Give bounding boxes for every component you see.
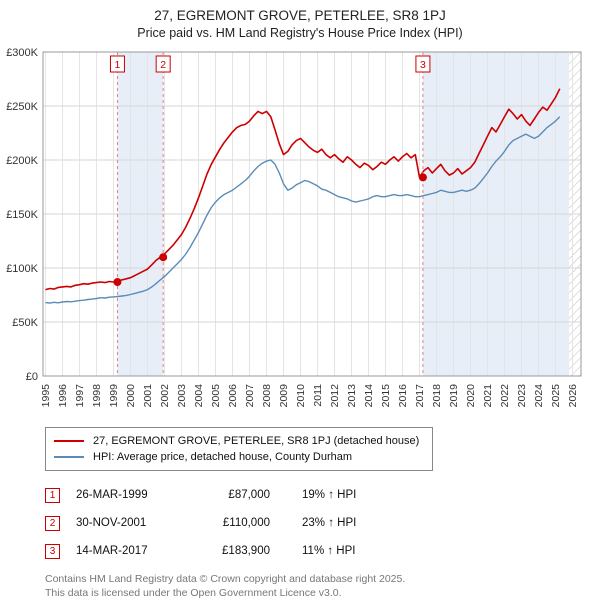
sale-marker-dot — [418, 173, 427, 182]
transaction-price: £183,900 — [222, 545, 270, 558]
transaction-price: £87,000 — [228, 489, 270, 502]
sale-marker-number: 3 — [420, 59, 426, 71]
transaction-hpi-diff: 11% ↑ HPI — [302, 545, 356, 558]
transaction-date: 30-NOV-2001 — [76, 517, 147, 530]
x-axis-tick-label: 2016 — [397, 384, 409, 408]
page-subtitle: Price paid vs. HM Land Registry's House … — [137, 26, 463, 41]
hpi-line — [45, 116, 561, 304]
x-axis-tick-label: 2018 — [431, 384, 443, 408]
transaction-number-badge: 2 — [45, 515, 60, 531]
hpi-line-swatch — [54, 456, 84, 459]
y-axis-tick-label: £250K — [6, 101, 38, 113]
y-axis-tick-label: £50K — [12, 317, 38, 329]
x-axis-tick-label: 1997 — [74, 384, 86, 408]
x-axis-tick-label: 2013 — [346, 384, 358, 408]
x-axis-tick-label: 2002 — [159, 384, 171, 408]
transaction-number-badge: 3 — [45, 543, 60, 559]
sale-marker-number: 2 — [160, 59, 166, 71]
sale-marker-badge — [155, 55, 171, 73]
x-axis-tick-label: 2012 — [329, 384, 341, 408]
legend-label-property: 27, EGREMONT GROVE, PETERLEE, SR8 1PJ (d… — [93, 435, 420, 448]
price-history-chart: 1 2 3 £0 £50K £100K £150K £200K £250K £300K 1995 19… — [6, 47, 582, 408]
transactions-table: 1 26-MAR-1999 £87,000 19% ↑ HPI 2 30-NOV… — [45, 481, 600, 565]
transaction-row: 2 30-NOV-2001 £110,000 23% ↑ HPI — [45, 509, 600, 537]
y-axis-tick-label: £0 — [26, 371, 38, 383]
transaction-price: £110,000 — [222, 517, 270, 530]
legend: 27, EGREMONT GROVE, PETERLEE, SR8 1PJ (d… — [45, 427, 433, 472]
chart-header: 27, EGREMONT GROVE, PETERLEE, SR8 1PJ Pr… — [0, 0, 600, 42]
x-axis-tick-label: 2026 — [567, 384, 579, 408]
y-axis-tick-label: £150K — [6, 209, 38, 221]
property-price-line — [45, 88, 561, 291]
chart-area: 1 2 3 £0 £50K £100K £150K £200K £250K £300K 1995 19… — [3, 44, 600, 423]
x-axis-tick-label: 2009 — [278, 384, 290, 408]
sale-marker-dot — [159, 253, 168, 262]
x-axis-tick-label: 2001 — [142, 384, 154, 408]
x-axis-tick-label: 2005 — [210, 384, 222, 408]
x-axis-tick-label: 2025 — [550, 384, 562, 408]
x-axis-tick-label: 2023 — [516, 384, 528, 408]
x-axis-tick-label: 2008 — [261, 384, 273, 408]
x-axis-tick-label: 1995 — [40, 384, 52, 408]
y-axis-tick-label: £200K — [6, 155, 38, 167]
x-axis-tick-label: 2014 — [363, 384, 375, 408]
x-axis-tick-label: 2000 — [125, 384, 137, 408]
sale-marker-badge — [109, 55, 125, 73]
footer: Contains HM Land Registry data © Crown c… — [45, 573, 600, 600]
transaction-hpi-diff: 19% ↑ HPI — [302, 489, 357, 502]
transaction-hpi-diff: 23% ↑ HPI — [302, 517, 357, 530]
transaction-date: 14-MAR-2017 — [76, 545, 148, 558]
x-axis-tick-label: 2007 — [244, 384, 256, 408]
x-axis-tick-label: 1999 — [108, 384, 120, 408]
x-axis-tick-label: 1996 — [57, 384, 69, 408]
legend-item-property: 27, EGREMONT GROVE, PETERLEE, SR8 1PJ (d… — [54, 433, 424, 449]
transaction-row: 1 26-MAR-1999 £87,000 19% ↑ HPI — [45, 481, 600, 509]
footer-copyright-line2: This data is licensed under the Open Gov… — [45, 586, 342, 599]
sale-marker-badge — [415, 55, 431, 73]
x-axis-tick-label: 2024 — [533, 384, 545, 408]
x-axis-tick-label: 2003 — [176, 384, 188, 408]
y-axis-tick-label: £100K — [6, 263, 38, 275]
x-axis-tick-label: 2019 — [448, 384, 460, 408]
sale-marker-dot — [113, 278, 122, 287]
x-axis-tick-label: 2021 — [482, 384, 494, 408]
transaction-number-badge: 1 — [45, 487, 60, 503]
x-axis-tick-label: 1998 — [91, 384, 103, 408]
transaction-row: 3 14-MAR-2017 £183,900 11% ↑ HPI — [45, 537, 600, 565]
x-axis-tick-label: 2020 — [465, 384, 477, 408]
y-axis-tick-label: £300K — [6, 47, 38, 59]
x-axis-tick-label: 2011 — [312, 384, 324, 407]
x-axis-tick-label: 2006 — [227, 384, 239, 408]
transaction-date: 26-MAR-1999 — [76, 489, 148, 502]
legend-item-hpi: HPI: Average price, detached house, Coun… — [54, 449, 424, 465]
footer-copyright-line1: Contains HM Land Registry data © Crown c… — [45, 573, 406, 586]
legend-label-hpi: HPI: Average price, detached house, Coun… — [93, 451, 353, 464]
property-line-swatch — [54, 440, 84, 443]
page-title: 27, EGREMONT GROVE, PETERLEE, SR8 1PJ — [154, 8, 446, 23]
x-axis-tick-label: 2017 — [414, 384, 426, 408]
x-axis-tick-label: 2015 — [380, 384, 392, 408]
x-axis-tick-label: 2010 — [295, 384, 307, 408]
x-axis-tick-label: 2022 — [499, 384, 511, 408]
sale-marker-number: 1 — [115, 59, 121, 71]
x-axis-tick-label: 2004 — [193, 384, 205, 408]
